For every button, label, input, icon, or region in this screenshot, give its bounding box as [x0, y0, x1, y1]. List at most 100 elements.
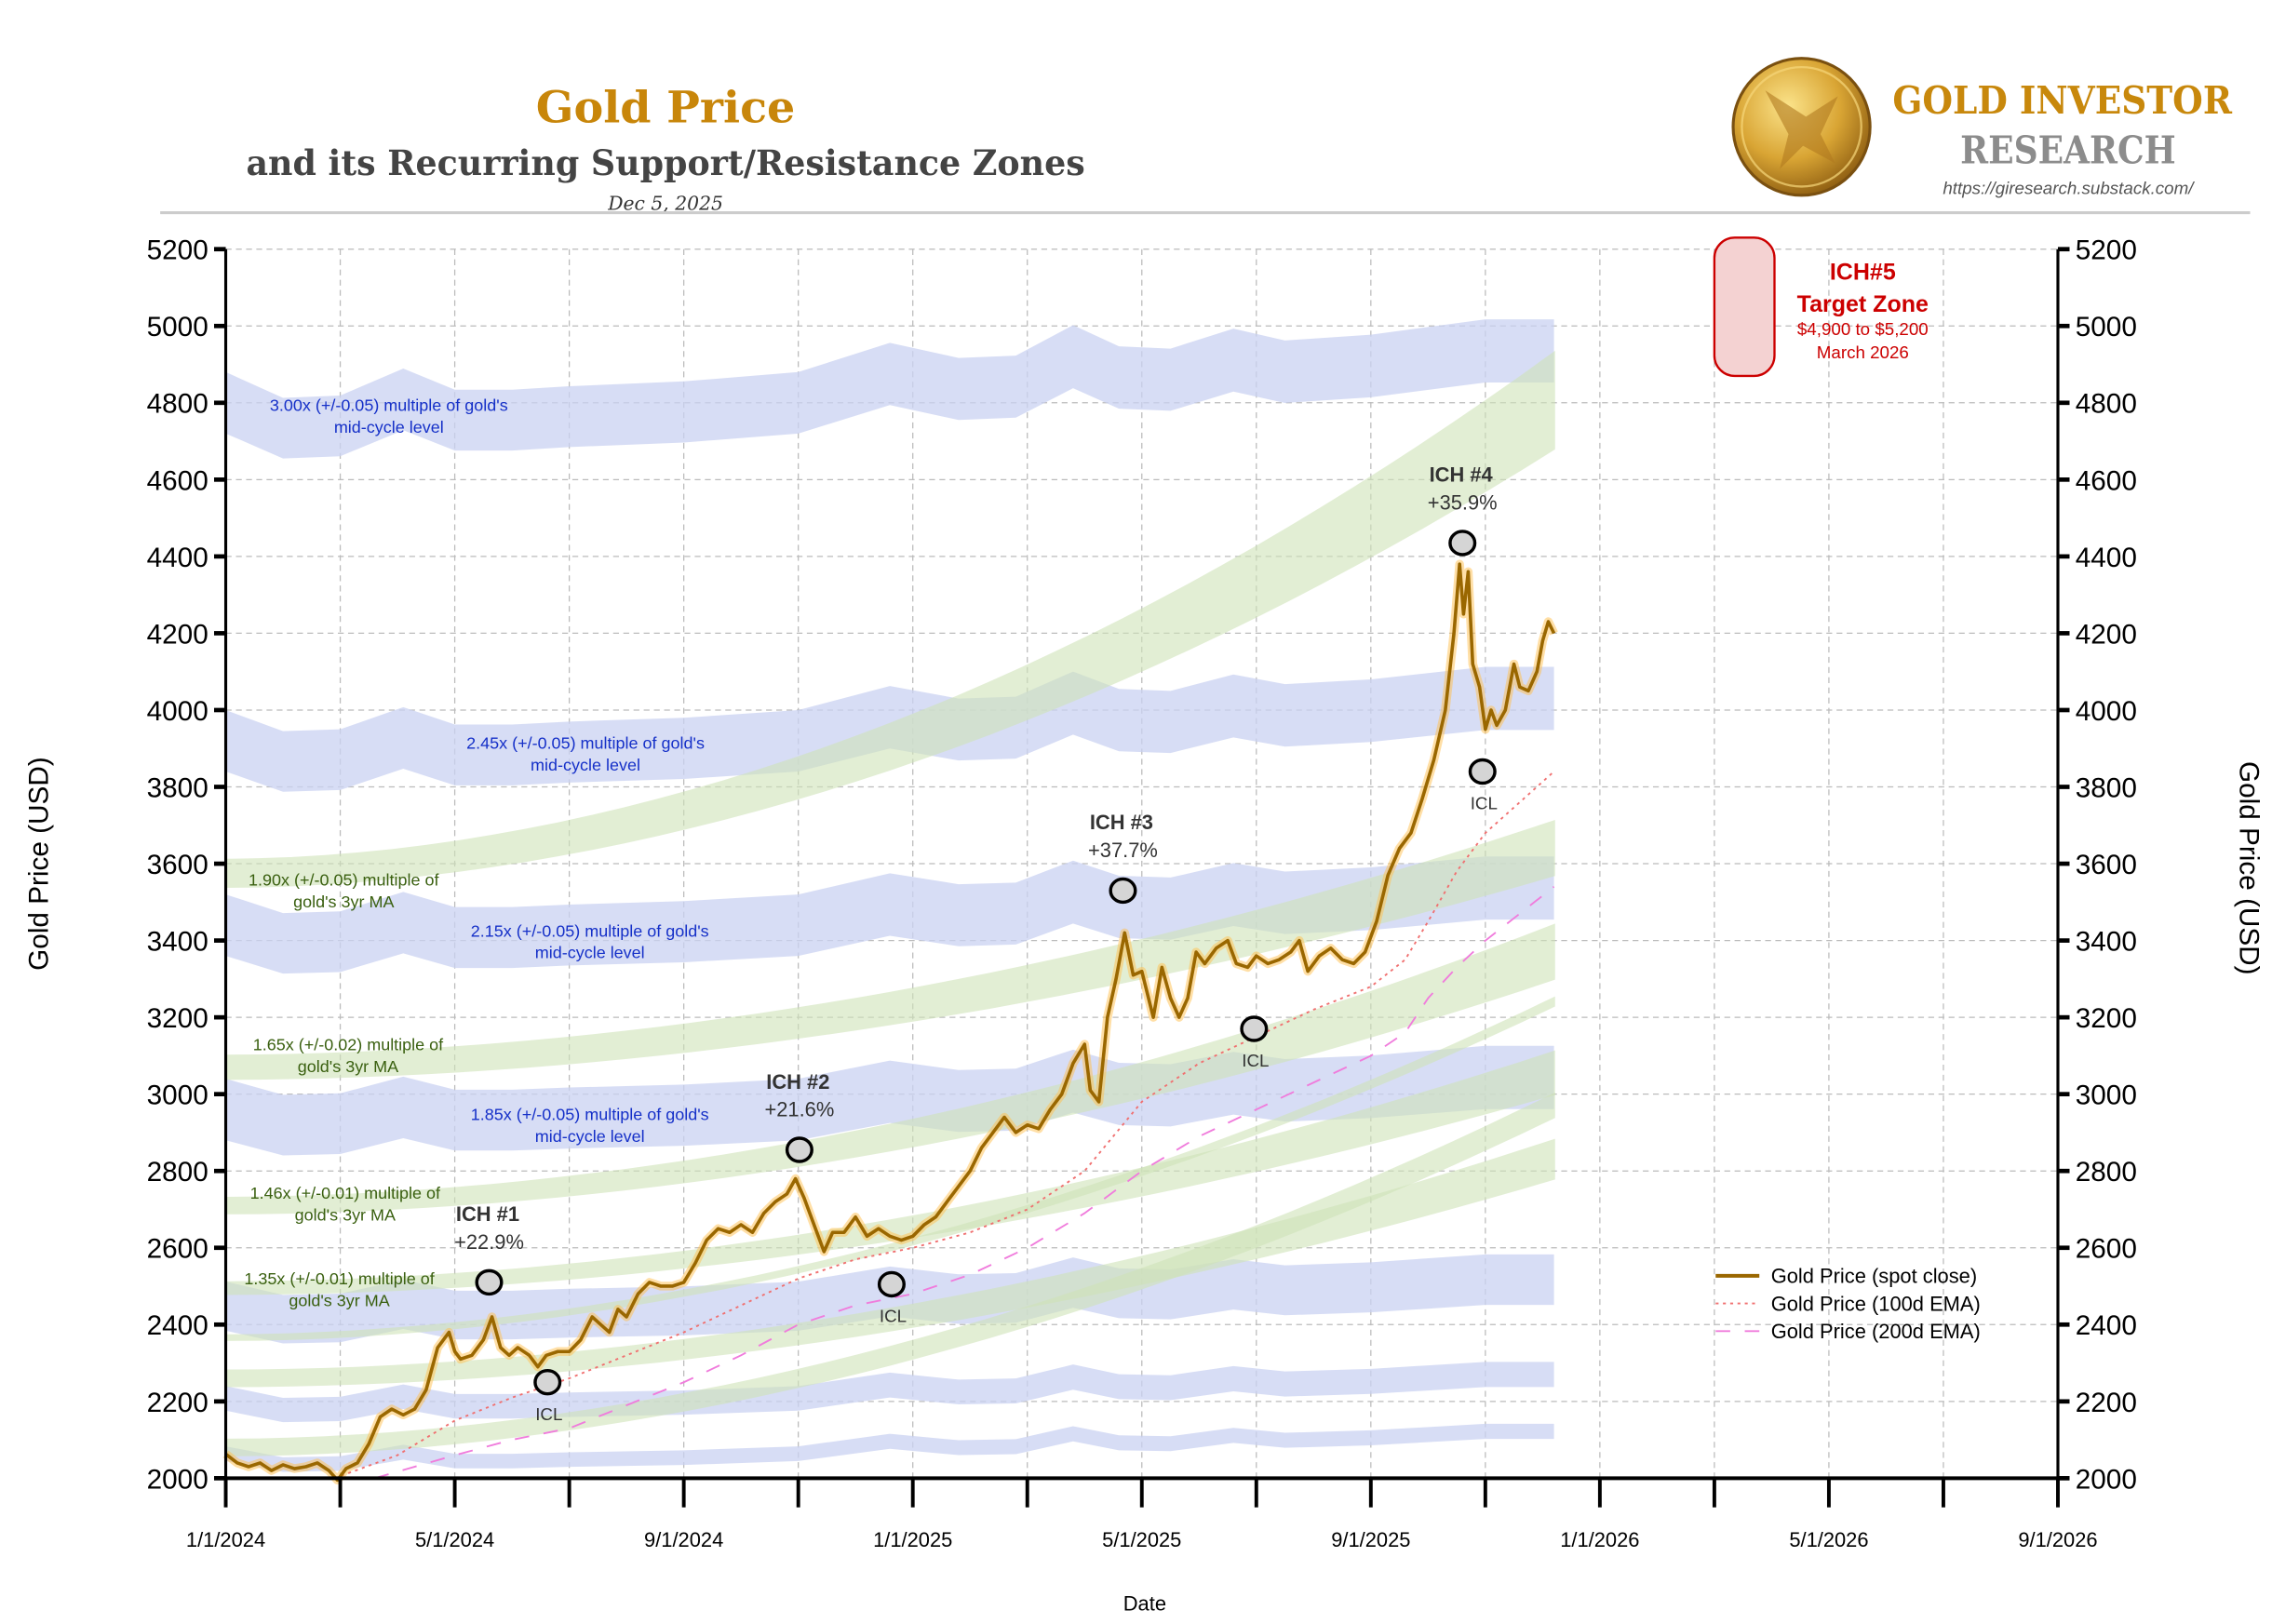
- y-tick-label-left: 3800: [147, 772, 208, 803]
- x-tick-label: 9/1/2025: [1331, 1528, 1410, 1551]
- ich-gain: +37.7%: [1088, 839, 1158, 862]
- y-tick-label-right: 3600: [2076, 850, 2137, 880]
- y-axis-label-left: Gold Price (USD): [24, 757, 55, 971]
- gold-eagle-coin-icon: [1731, 57, 1872, 197]
- icl-label: ICL: [535, 1404, 562, 1424]
- axes: 2000 2000 2200 2200 2400 2400 2600 2600 2800 2800…: [147, 235, 2137, 1551]
- ich-label: ICH #2: [766, 1070, 829, 1094]
- target-zone-date: March 2026: [1817, 342, 1909, 362]
- target-zone-title: ICH#5: [1830, 260, 1896, 286]
- icl-label: ICL: [880, 1307, 907, 1326]
- header: Gold Price and its Recurring Support/Res…: [160, 57, 2251, 214]
- green-band-label: gold's 3yr MA: [293, 893, 394, 911]
- y-tick-label-left: 4600: [147, 465, 208, 496]
- ema200-line: [374, 886, 1555, 1480]
- ich-marker: [475, 1268, 504, 1296]
- ich-label: ICH #3: [1090, 811, 1153, 834]
- ich-label: ICH #4: [1430, 463, 1494, 487]
- legend-label-ema100: Gold Price (100d EMA): [1771, 1292, 1981, 1315]
- x-tick-label: 9/1/2026: [2018, 1528, 2097, 1551]
- x-tick-label: 1/1/2025: [873, 1528, 952, 1551]
- target-zone-range: $4,900 to $5,200: [1797, 319, 1929, 339]
- x-tick-label: 5/1/2026: [1789, 1528, 1868, 1551]
- y-tick-label-left: 2200: [147, 1388, 208, 1418]
- green-band-label: 1.46x (+/-0.01) multiple of: [250, 1184, 441, 1202]
- icl-marker: [533, 1368, 562, 1396]
- green-band-label: gold's 3yr MA: [295, 1205, 396, 1224]
- y-tick-label-left: 4800: [147, 389, 208, 420]
- y-tick-label-left: 2400: [147, 1310, 208, 1341]
- green-band-label: gold's 3yr MA: [298, 1057, 398, 1076]
- target-zone-box: [1713, 236, 1776, 378]
- y-tick-label-right: 2400: [2076, 1310, 2137, 1341]
- blue-band-1.38x: [225, 1362, 1554, 1423]
- band-labels: 3.00x (+/-0.05) multiple of gold's mid-cy…: [244, 396, 708, 1309]
- green-band-label: 1.90x (+/-0.05) multiple of: [249, 871, 439, 890]
- icl-label: ICL: [1471, 794, 1498, 813]
- y-tick-label-left: 4400: [147, 543, 208, 573]
- icl-marker: [877, 1270, 906, 1298]
- y-tick-label-right: 3200: [2076, 1003, 2137, 1034]
- y-tick-label-left: 3600: [147, 850, 208, 880]
- green-band-label: gold's 3yr MA: [289, 1292, 389, 1310]
- series-lines: [222, 559, 1558, 1485]
- y-tick-label-right: 2600: [2076, 1234, 2137, 1265]
- y-tick-label-right: 4000: [2076, 696, 2137, 727]
- y-tick-label-right: 5200: [2076, 235, 2137, 266]
- x-tick-label: 1/1/2024: [186, 1528, 265, 1551]
- y-tick-label-left: 4200: [147, 619, 208, 650]
- y-tick-label-right: 3400: [2076, 927, 2137, 958]
- green-band-label: 1.35x (+/-0.01) multiple of: [244, 1269, 435, 1288]
- y-tick-label-right: 5000: [2076, 312, 2137, 342]
- cycle-markers: ICH #1 +22.9% ICL ICH #2 +21.6% ICL ICH #3 +37.…: [454, 463, 1498, 1424]
- ich-gain: +22.9%: [454, 1230, 524, 1254]
- blue-band-label: 2.45x (+/-0.05) multiple of gold's: [466, 733, 705, 752]
- blue-band-label: mid-cycle level: [334, 418, 444, 436]
- green-band-5: [224, 1138, 1555, 1388]
- green-band-1: [224, 820, 1555, 1080]
- ich-marker: [1109, 877, 1137, 905]
- y-tick-label-left: 3200: [147, 1003, 208, 1034]
- icl-marker: [1468, 758, 1497, 785]
- y-tick-label-right: 4600: [2076, 465, 2137, 496]
- brand-name-line1: GOLD INVESTOR: [1892, 78, 2233, 123]
- y-tick-label-left: 5000: [147, 312, 208, 342]
- blue-band-1.53x: [225, 1254, 1554, 1344]
- y-tick-label-right: 4200: [2076, 619, 2137, 650]
- blue-band-label: 3.00x (+/-0.05) multiple of gold's: [270, 396, 508, 414]
- x-tick-label: 5/1/2025: [1102, 1528, 1181, 1551]
- y-tick-label-left: 4000: [147, 696, 208, 727]
- blue-band-label: mid-cycle level: [535, 944, 645, 962]
- y-tick-label-left: 2000: [147, 1464, 208, 1495]
- blue-band-1.29x: [225, 1423, 1554, 1472]
- ich-gain: +21.6%: [764, 1098, 834, 1121]
- y-tick-label-left: 2600: [147, 1234, 208, 1265]
- y-tick-label-right: 4400: [2076, 543, 2137, 573]
- brand-url[interactable]: https://giresearch.substack.com/: [1943, 178, 2195, 197]
- brand-name-line2: RESEARCH: [1960, 128, 2176, 172]
- legend-label-spot: Gold Price (spot close): [1771, 1265, 1977, 1288]
- ich-label: ICH #1: [456, 1202, 519, 1226]
- ich-marker: [1448, 530, 1477, 557]
- y-tick-label-right: 3000: [2076, 1080, 2137, 1111]
- y-tick-label-right: 4800: [2076, 389, 2137, 420]
- y-tick-label-right: 2000: [2076, 1464, 2137, 1495]
- x-tick-label: 9/1/2024: [644, 1528, 723, 1551]
- icl-label: ICL: [1242, 1051, 1269, 1070]
- y-tick-label-left: 2800: [147, 1157, 208, 1188]
- gold-price-line: [224, 562, 1556, 1483]
- y-tick-label-left: 5200: [147, 235, 208, 266]
- blue-band-label: 1.85x (+/-0.05) multiple of gold's: [471, 1105, 709, 1123]
- x-tick-label: 5/1/2024: [415, 1528, 494, 1551]
- y-tick-label-right: 2800: [2076, 1157, 2137, 1188]
- y-tick-label-right: 3800: [2076, 772, 2137, 803]
- bands: [224, 319, 1555, 1472]
- chart-title: Gold Price: [536, 83, 796, 134]
- legend-label-ema200: Gold Price (200d EMA): [1771, 1320, 1981, 1343]
- chart-subtitle: and its Recurring Support/Resistance Zon…: [246, 142, 1084, 183]
- ema100-line: [334, 771, 1555, 1480]
- green-band-0: [224, 350, 1555, 888]
- blue-band-2.15x: [225, 856, 1554, 974]
- blue-band-label: mid-cycle level: [531, 756, 640, 774]
